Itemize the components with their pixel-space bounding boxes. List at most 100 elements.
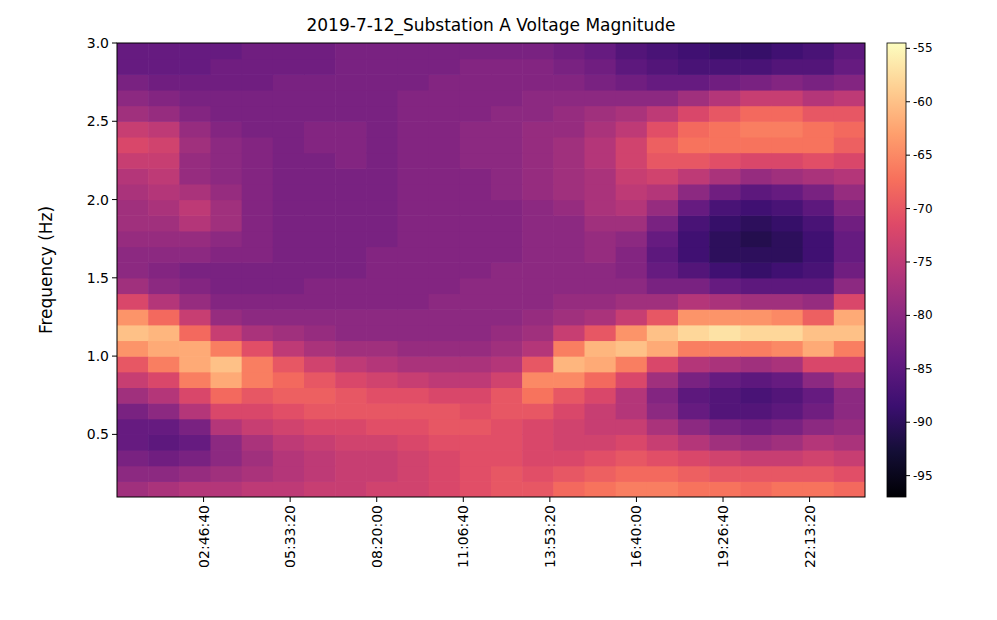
heatmap-cell xyxy=(678,153,710,169)
heatmap-cell xyxy=(117,434,149,450)
heatmap-cell xyxy=(647,466,679,482)
heatmap-cell xyxy=(709,387,741,403)
heatmap-cell xyxy=(709,121,741,137)
heatmap-cell xyxy=(616,43,648,59)
heatmap-cell xyxy=(242,262,274,278)
heatmap-cell xyxy=(834,59,865,75)
heatmap-cell xyxy=(803,59,835,75)
heatmap-cell xyxy=(273,278,305,294)
heatmap-cell xyxy=(491,325,523,341)
heatmap-cell xyxy=(647,168,679,184)
heatmap-cell xyxy=(772,200,804,216)
heatmap-cell xyxy=(179,403,211,419)
heatmap-cell xyxy=(616,184,648,200)
heatmap-cell xyxy=(242,168,274,184)
heatmap-cell xyxy=(491,481,523,497)
heatmap-cell xyxy=(553,340,585,356)
heatmap-cell xyxy=(179,450,211,466)
heatmap-cell xyxy=(398,372,430,388)
heatmap-cell xyxy=(148,434,180,450)
heatmap-cell xyxy=(211,450,243,466)
heatmap-cell xyxy=(803,137,835,153)
heatmap-cell xyxy=(398,309,430,325)
heatmap-cell xyxy=(834,247,865,263)
heatmap-cell xyxy=(553,43,585,59)
heatmap-cell xyxy=(647,387,679,403)
heatmap-cells xyxy=(117,43,865,497)
heatmap-cell xyxy=(834,309,865,325)
heatmap-cell xyxy=(148,340,180,356)
heatmap-cell xyxy=(522,231,554,247)
heatmap-cell xyxy=(522,309,554,325)
heatmap-cell xyxy=(117,387,149,403)
heatmap-cell xyxy=(366,247,398,263)
heatmap-cell xyxy=(460,403,492,419)
heatmap-cell xyxy=(242,309,274,325)
heatmap-cell xyxy=(834,106,865,122)
heatmap-cell xyxy=(242,434,274,450)
heatmap-cell xyxy=(585,43,617,59)
colorbar-tick-label: -95 xyxy=(913,469,933,483)
heatmap-cell xyxy=(460,43,492,59)
heatmap-cell xyxy=(585,184,617,200)
heatmap-cell xyxy=(148,247,180,263)
x-tick xyxy=(723,497,724,502)
heatmap-cell xyxy=(772,434,804,450)
heatmap-cell xyxy=(678,137,710,153)
heatmap-cell xyxy=(491,372,523,388)
heatmap-cell xyxy=(304,372,336,388)
heatmap-cell xyxy=(616,340,648,356)
heatmap-cell xyxy=(117,419,149,435)
heatmap-cell xyxy=(678,215,710,231)
heatmap-cell xyxy=(740,184,772,200)
heatmap-cell xyxy=(709,419,741,435)
heatmap-cell xyxy=(117,200,149,216)
heatmap-cell xyxy=(335,356,367,372)
y-tick-label: 3.0 xyxy=(87,35,109,51)
heatmap-cell xyxy=(616,121,648,137)
heatmap-cell xyxy=(491,184,523,200)
heatmap-cell xyxy=(211,153,243,169)
heatmap-cell xyxy=(429,153,461,169)
heatmap-cell xyxy=(740,278,772,294)
heatmap-cell xyxy=(117,59,149,75)
heatmap-cell xyxy=(304,168,336,184)
colorbar-tick-label: -65 xyxy=(913,148,933,162)
heatmap-cell xyxy=(304,74,336,90)
heatmap-cell xyxy=(179,325,211,341)
heatmap-cell xyxy=(211,372,243,388)
heatmap-cell xyxy=(834,153,865,169)
heatmap-cell xyxy=(211,466,243,482)
heatmap-cell xyxy=(647,74,679,90)
heatmap-cell xyxy=(553,247,585,263)
heatmap-cell xyxy=(772,247,804,263)
heatmap-cell xyxy=(429,481,461,497)
heatmap-cell xyxy=(179,106,211,122)
heatmap-cell xyxy=(709,356,741,372)
y-tick-label: 1.0 xyxy=(87,348,109,364)
heatmap-cell xyxy=(304,325,336,341)
plot-frame xyxy=(117,43,865,497)
heatmap-cell xyxy=(803,356,835,372)
heatmap-cell xyxy=(398,340,430,356)
heatmap-cell xyxy=(429,231,461,247)
heatmap-cell xyxy=(179,137,211,153)
heatmap-cell xyxy=(585,278,617,294)
heatmap-cell xyxy=(242,278,274,294)
heatmap-cell xyxy=(460,387,492,403)
heatmap-cell xyxy=(585,372,617,388)
heatmap-cell xyxy=(709,184,741,200)
heatmap-cell xyxy=(709,262,741,278)
heatmap-cell xyxy=(304,247,336,263)
heatmap-cell xyxy=(803,43,835,59)
heatmap-cell xyxy=(647,434,679,450)
heatmap-cell xyxy=(335,403,367,419)
heatmap-cell xyxy=(553,403,585,419)
heatmap-cell xyxy=(585,262,617,278)
heatmap-cell xyxy=(429,106,461,122)
heatmap-cell xyxy=(678,387,710,403)
heatmap-cell xyxy=(834,121,865,137)
heatmap-cell xyxy=(709,278,741,294)
heatmap-cell xyxy=(491,90,523,106)
heatmap-cell xyxy=(179,59,211,75)
